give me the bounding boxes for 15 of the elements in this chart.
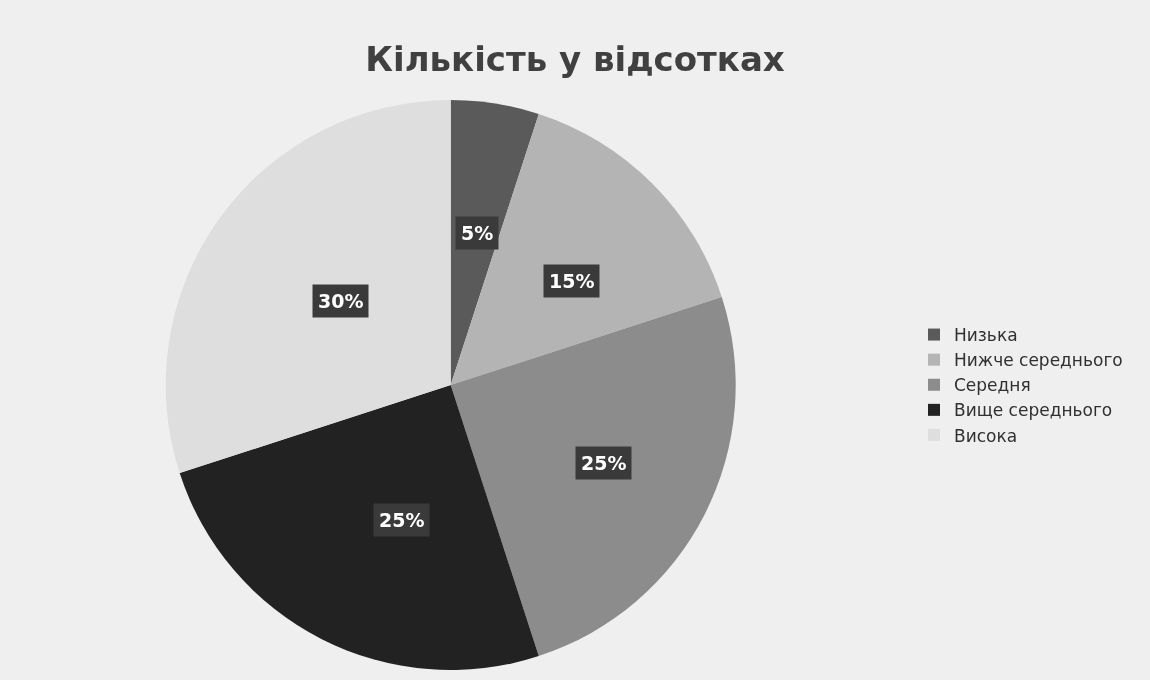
legend-label: Висока (954, 425, 1018, 446)
chart-title: Кількість у відсотках (365, 39, 785, 80)
data-label: 5% (461, 222, 494, 244)
legend-label: Низька (954, 325, 1018, 346)
data-label: 30% (318, 290, 364, 312)
legend-label: Вище середнього (954, 400, 1113, 421)
legend-label: Середня (954, 375, 1031, 396)
pie-slice (179, 385, 539, 670)
pie-slice (450, 113, 722, 385)
legend-label: Нижче середнього (954, 350, 1123, 371)
pie-slice (166, 100, 451, 474)
data-label: 15% (549, 270, 595, 292)
pie-slice (450, 296, 736, 657)
data-label: 25% (581, 452, 627, 474)
data-label: 25% (379, 509, 425, 531)
